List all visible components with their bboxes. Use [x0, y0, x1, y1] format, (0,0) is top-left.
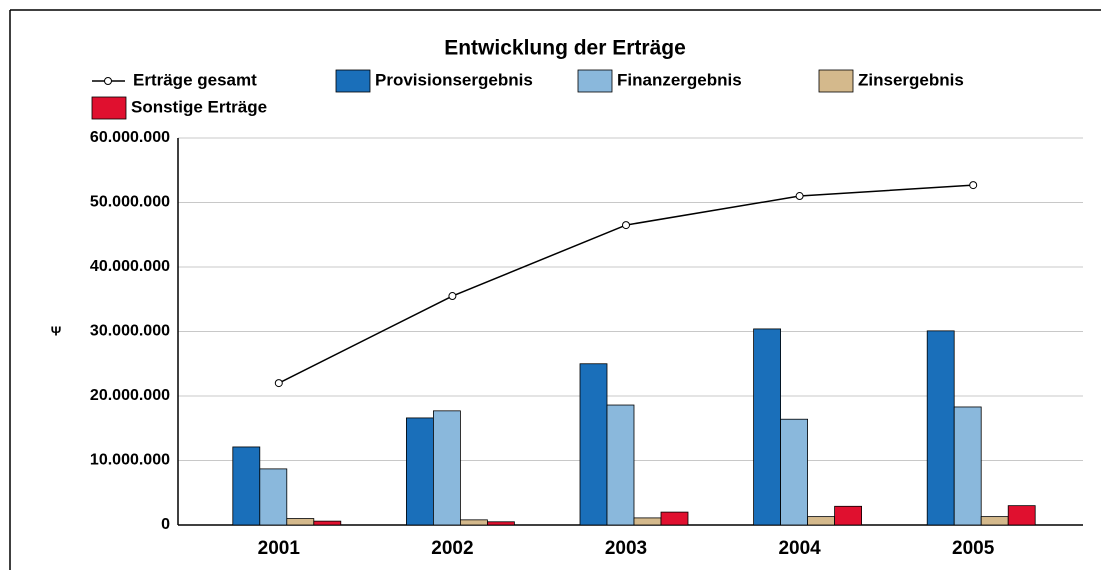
bar: [313, 520, 342, 526]
bar: [486, 521, 515, 526]
y-axis-label: Ψ: [51, 323, 62, 338]
bar: [259, 468, 288, 526]
legend-label: Erträge gesamt: [133, 70, 257, 89]
bar: [980, 516, 1009, 526]
bar: [459, 519, 488, 526]
legend-label: Sonstige Erträge: [131, 97, 267, 116]
legend-swatch: [335, 69, 371, 93]
line-marker: [622, 221, 630, 230]
bar: [405, 417, 434, 526]
bar: [286, 518, 315, 526]
bar: [660, 511, 689, 526]
legend-label: Provisionsergebnis: [375, 70, 533, 89]
legend-swatch: [91, 96, 127, 120]
bar: [606, 404, 635, 526]
y-tick-label: 40.000.000: [90, 258, 170, 275]
bar: [780, 418, 808, 526]
bar: [579, 363, 608, 526]
bar: [232, 446, 261, 526]
chart-title: Entwicklung der Erträge: [444, 37, 686, 60]
y-tick-label: 10.000.000: [90, 452, 170, 469]
line-marker: [969, 181, 978, 190]
y-tick-label: 0: [161, 516, 170, 533]
legend-label: Finanzergebnis: [617, 70, 742, 89]
line: [278, 184, 974, 384]
bar: [753, 328, 781, 526]
y-tick-label: 30.000.000: [90, 323, 170, 340]
bar: [834, 505, 862, 526]
x-tick-label: 2005: [952, 538, 995, 559]
y-tick-label: 20.000.000: [90, 387, 170, 404]
legend-label: Zinsergebnis: [858, 70, 964, 89]
bar: [807, 516, 835, 526]
legend-marker: [104, 77, 112, 85]
bar: [633, 517, 662, 526]
bar: [1007, 505, 1036, 526]
y-tick-label: 50.000.000: [90, 194, 170, 211]
bar: [953, 406, 982, 526]
line-marker: [274, 379, 283, 388]
legend-swatch: [577, 69, 613, 93]
line-marker: [795, 192, 804, 201]
legend-swatch: [818, 69, 854, 93]
x-tick-label: 2003: [605, 538, 647, 559]
line-marker: [448, 292, 457, 301]
x-tick-label: 2004: [778, 538, 821, 559]
x-tick-label: 2002: [431, 538, 473, 559]
bar: [926, 330, 955, 526]
x-tick-label: 2001: [258, 538, 301, 559]
y-tick-label: 60.000.000: [90, 129, 170, 146]
bar: [432, 410, 461, 526]
